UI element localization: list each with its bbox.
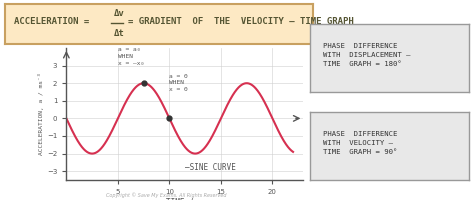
Text: PHASE  DIFFERENCE
WITH  VELOCITY –
TIME  GRAPH = 90°: PHASE DIFFERENCE WITH VELOCITY – TIME GR… <box>323 131 398 155</box>
Text: Δv: Δv <box>114 9 125 19</box>
Text: = GRADIENT  OF  THE  VELOCITY – TIME GRAPH: = GRADIENT OF THE VELOCITY – TIME GRAPH <box>128 18 354 26</box>
Y-axis label: ACCELERATION, a / ms⁻³: ACCELERATION, a / ms⁻³ <box>38 73 44 155</box>
Text: –SINE CURVE: –SINE CURVE <box>185 163 236 172</box>
Text: a = a₀
WHEN
x = –x₀: a = a₀ WHEN x = –x₀ <box>118 47 144 66</box>
Text: ACCELERATION =: ACCELERATION = <box>14 18 95 26</box>
Text: Copyright © Save My Exams. All Rights Reserved: Copyright © Save My Exams. All Rights Re… <box>106 192 226 198</box>
X-axis label: TIME / s: TIME / s <box>166 198 203 200</box>
Text: a = 0
WHEN
x = 0: a = 0 WHEN x = 0 <box>169 74 188 92</box>
Text: Δt: Δt <box>114 29 125 38</box>
Text: PHASE  DIFFERENCE
WITH  DISPLACEMENT –
TIME  GRAPH = 180°: PHASE DIFFERENCE WITH DISPLACEMENT – TIM… <box>323 43 410 67</box>
